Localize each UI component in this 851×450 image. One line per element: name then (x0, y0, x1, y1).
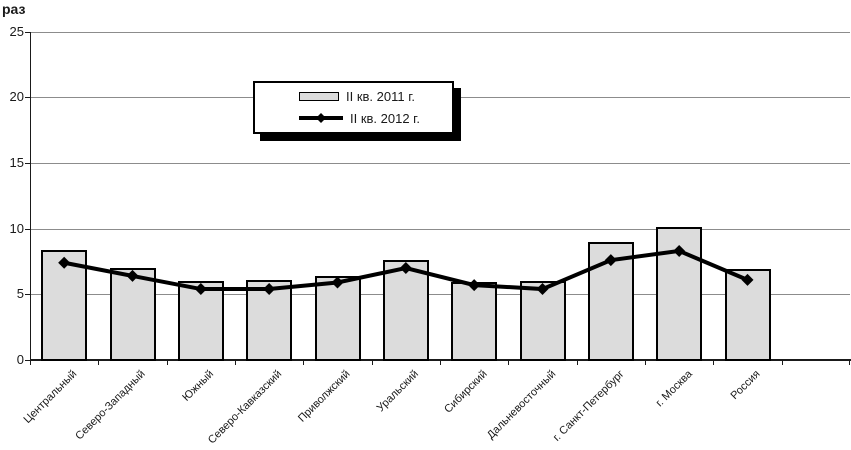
x-category-label-г. Санкт-Петербург: г. Санкт-Петербург (550, 368, 627, 444)
x-tick-mark-10 (713, 360, 715, 365)
x-tick-mark-1 (98, 360, 100, 365)
y-tick-mark-25 (25, 31, 30, 33)
x-tick-mark-6 (440, 360, 441, 365)
y-tick-mark-10 (25, 228, 30, 230)
x-tick-mark-5 (371, 360, 373, 365)
x-tick-mark-4 (303, 360, 305, 365)
x-category-label-Уральский: Уральский (375, 368, 422, 415)
gridline-y-5 (30, 294, 850, 296)
x-tick-mark-2 (166, 360, 168, 365)
legend-item-2012: II кв. 2012 г. (299, 111, 452, 126)
y-tick-label-25: 25 (9, 23, 24, 39)
legend-label-2011: II кв. 2011 г. (346, 89, 415, 105)
x-tick-mark-3 (235, 360, 236, 365)
bar-Южный (177, 281, 224, 361)
y-tick-label-15: 15 (9, 154, 24, 170)
gridline-y-15 (30, 162, 850, 164)
bar-г. Санкт-Петербург (587, 241, 634, 361)
y-axis-line (30, 31, 31, 360)
x-category-label-Центральный: Центральный (21, 368, 80, 426)
x-tick-mark-12 (849, 360, 850, 365)
x-tick-mark-7 (508, 360, 510, 365)
bar-г. Москва (656, 227, 703, 361)
x-tick-mark-9 (645, 360, 646, 365)
y-tick-label-5: 5 (16, 286, 24, 302)
x-tick-mark-8 (576, 360, 578, 365)
bar-Сибирский (451, 282, 498, 361)
y-tick-label-10: 10 (9, 220, 24, 236)
y-tick-mark-5 (25, 294, 30, 296)
x-category-label-Дальневосточный: Дальневосточный (484, 368, 558, 442)
bar-Дальневосточный (519, 281, 566, 361)
legend-item-2011: II кв. 2011 г. (299, 89, 452, 104)
x-category-label-Россия: Россия (728, 368, 763, 402)
gridline-y-10 (30, 228, 850, 230)
y-axis-unit-label: раз (2, 1, 26, 17)
legend-label-2012: II кв. 2012 г. (350, 110, 420, 126)
y-tick-label-0: 0 (16, 352, 24, 367)
y-tick-mark-0 (25, 360, 30, 361)
x-category-label-г. Москва: г. Москва (653, 368, 695, 410)
gridline-y-25 (30, 31, 850, 33)
x-category-label-Приволжский: Приволжский (296, 368, 353, 425)
bar-Северо-Кавказский (246, 279, 293, 361)
x-category-label-Северо-Западный: Северо-Западный (73, 368, 148, 443)
y-tick-mark-15 (25, 162, 30, 164)
x-tick-mark-0 (30, 360, 31, 365)
y-tick-label-20: 20 (9, 89, 24, 105)
x-category-label-Сибирский: Сибирский (442, 368, 490, 416)
legend-line-diamond-swatch-icon (299, 113, 343, 124)
x-tick-mark-11 (781, 360, 783, 365)
bar-Россия (724, 269, 771, 361)
legend-box: II кв. 2011 г. II кв. 2012 г. (253, 81, 454, 134)
x-category-label-Южный: Южный (180, 368, 217, 404)
bar-Северо-Западный (109, 268, 156, 361)
bar-Центральный (41, 249, 88, 361)
y-tick-mark-20 (25, 97, 30, 99)
bar-Приволжский (314, 275, 361, 361)
x-category-label-Северо-Кавказский: Северо-Кавказский (206, 368, 285, 447)
legend-bar-swatch-icon (299, 92, 339, 102)
bar-Уральский (382, 260, 429, 361)
